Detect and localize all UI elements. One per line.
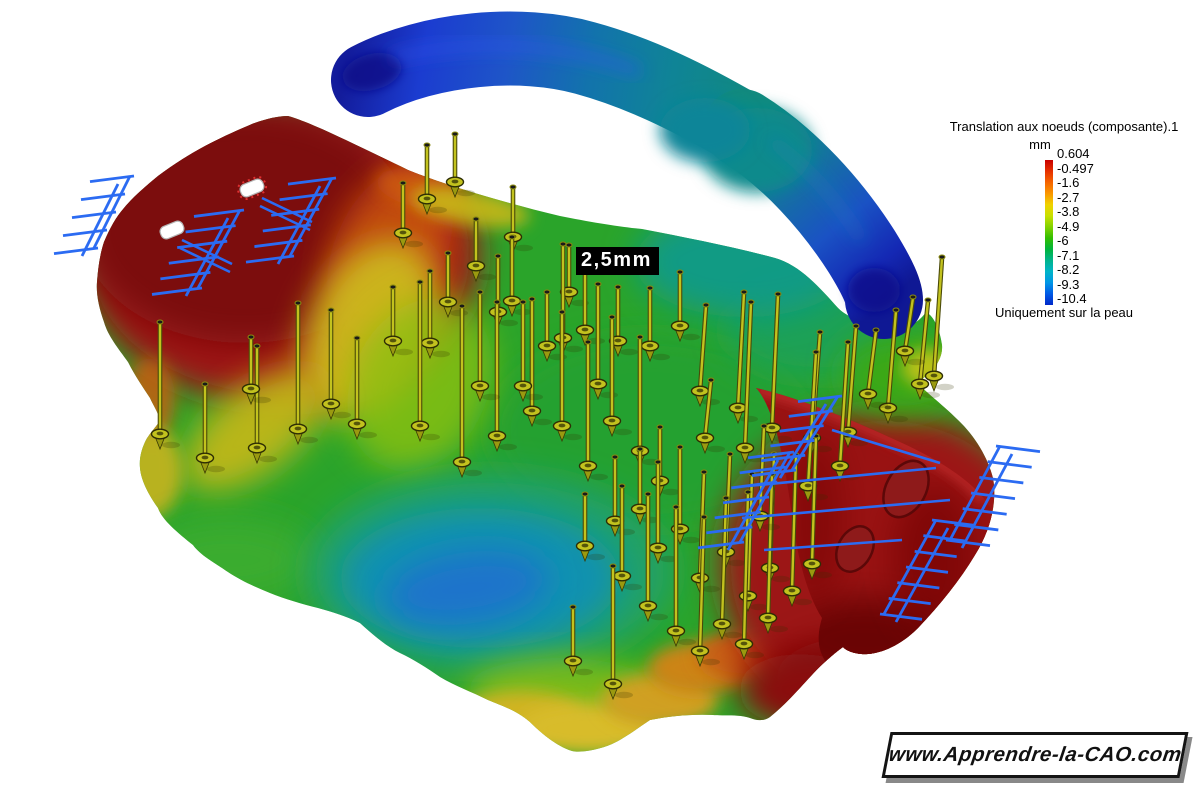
legend-tick: -0.497	[1057, 160, 1094, 176]
load-pin	[552, 309, 582, 443]
load-pin	[830, 339, 860, 483]
load-pin	[608, 284, 638, 358]
restraint-link-line	[763, 538, 903, 552]
dimension-label: 2,5mm	[576, 247, 659, 275]
legend-title: Translation aux noeuds (composante).1	[949, 119, 1179, 134]
hole-cylinder-marker	[236, 175, 268, 201]
legend-tick: -3.8	[1057, 204, 1080, 219]
load-pin	[648, 459, 678, 565]
load-pin	[195, 381, 225, 475]
load-pin	[247, 343, 277, 465]
load-pin	[347, 335, 377, 441]
load-pin	[910, 297, 940, 401]
restraint-link-line	[259, 204, 311, 232]
load-pin	[802, 433, 832, 581]
restraint-link-line	[261, 196, 313, 224]
clamp-restraint-symbol	[751, 394, 843, 479]
load-pin	[393, 180, 423, 250]
load-pin	[470, 289, 500, 403]
restraint-link-line	[179, 246, 231, 274]
hole-cylinder-marker	[159, 220, 185, 240]
restraint-link-line	[831, 428, 941, 465]
load-pin	[666, 504, 696, 648]
load-pin	[420, 268, 450, 360]
load-pin	[758, 471, 788, 635]
load-pin	[502, 234, 532, 318]
load-pin	[150, 319, 180, 451]
load-pin	[690, 514, 720, 668]
load-pin	[445, 131, 475, 199]
load-pin	[735, 299, 765, 465]
legend-unit: mm	[1029, 137, 1051, 152]
load-pin	[924, 254, 954, 393]
load-pin	[670, 269, 700, 343]
legend-tick: -6	[1057, 233, 1069, 248]
load-pin	[288, 300, 318, 446]
clamp-restraint-symbol	[53, 174, 135, 257]
load-pin	[410, 279, 440, 443]
restraint-link-line	[181, 238, 233, 266]
flange-hole	[834, 525, 876, 573]
load-pin	[858, 327, 888, 411]
load-pin	[452, 303, 482, 479]
clamp-restraint-symbol	[151, 208, 245, 297]
load-pin	[417, 142, 447, 216]
load-pin	[602, 314, 632, 438]
legend-colorbar	[1045, 160, 1053, 305]
load-pin	[559, 242, 589, 309]
legend-tick: -8.2	[1057, 262, 1080, 277]
load-pin	[712, 495, 742, 641]
restraint-link-line	[741, 498, 951, 520]
load-pin	[487, 299, 517, 453]
load-pin	[321, 307, 351, 421]
load-pin	[638, 491, 668, 623]
load-pin	[513, 299, 543, 403]
legend-tick: -7.1	[1057, 247, 1080, 263]
load-pin	[603, 563, 633, 701]
load-pin	[695, 377, 725, 455]
restraint-link-line	[747, 466, 937, 488]
load-pin	[762, 291, 792, 445]
load-pin	[878, 307, 908, 425]
watermark-text: www.Apprendre-la-CAO.com	[887, 743, 1184, 766]
legend-tick: -10.4	[1057, 291, 1087, 306]
load-pin	[575, 491, 605, 563]
load-pin	[640, 285, 670, 363]
legend-tick: -1.6	[1057, 175, 1080, 190]
load-pin	[522, 296, 552, 428]
legend-values: 0.604 -0.497 -1.6 -2.7 -3.8 -4.9 -6 -7.1 -8.2 -9.…	[1057, 146, 1094, 307]
load-pin	[466, 216, 496, 283]
fea-arm-surface	[331, 11, 923, 339]
load-pin	[241, 334, 271, 406]
load-pin	[563, 604, 593, 678]
load-pin	[895, 294, 925, 368]
legend-tick: -9.3	[1057, 276, 1080, 292]
load-pin	[383, 284, 413, 358]
legend-tick: -2.7	[1057, 189, 1080, 205]
load-pin	[612, 483, 642, 593]
legend-tick: 0.604	[1057, 146, 1090, 161]
restraint-symbols-layer	[53, 174, 1041, 623]
load-pins-layer	[150, 131, 954, 701]
clamp-restraint-symbol	[879, 518, 975, 623]
legend-footer: Uniquement sur la peau	[994, 305, 1134, 320]
watermark-badge: www.Apprendre-la-CAO.com	[881, 732, 1189, 778]
load-pin	[578, 339, 608, 483]
legend-tick: -4.9	[1057, 218, 1080, 234]
